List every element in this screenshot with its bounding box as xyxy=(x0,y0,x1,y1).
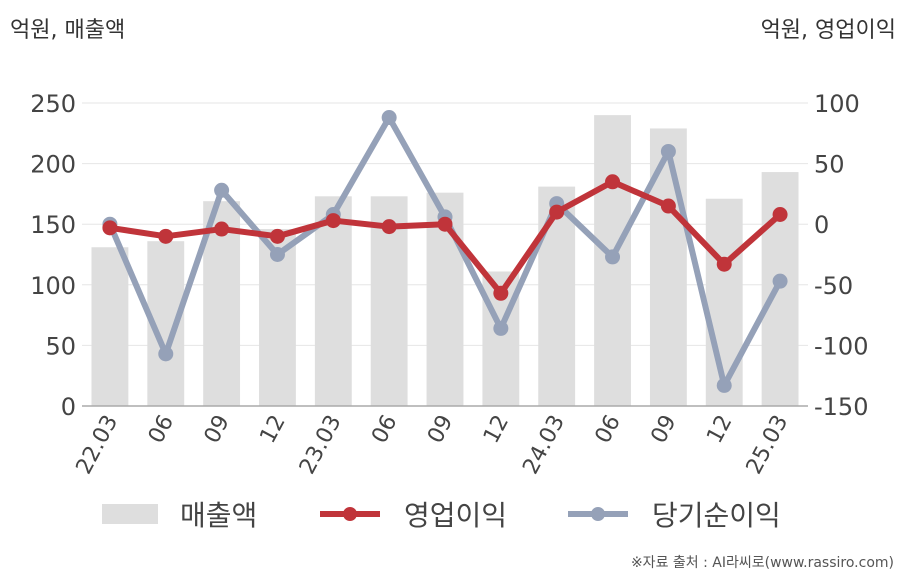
operating-profit-point xyxy=(660,198,676,214)
legend-swatch-line-red-icon xyxy=(320,507,380,521)
x-tick-label: 12 xyxy=(256,411,291,447)
net-income-point xyxy=(660,143,676,159)
right-tick-label: -50 xyxy=(814,272,853,300)
right-tick-label: 50 xyxy=(814,151,845,179)
operating-profit-point xyxy=(549,204,565,220)
sales-bar xyxy=(538,186,576,406)
net-income-point xyxy=(269,247,285,262)
legend-item-operating-profit: 영업이익 xyxy=(318,492,507,536)
legend: 매출액 영업이익 당기순이익 xyxy=(0,492,908,536)
operating-profit-point xyxy=(269,228,285,244)
right-tick-label: -150 xyxy=(814,393,868,421)
left-tick-label: 100 xyxy=(30,272,76,300)
x-tick-label: 09 xyxy=(200,411,235,447)
left-tick-label: 200 xyxy=(30,151,76,179)
sales-bar xyxy=(91,247,129,406)
operating-profit-point xyxy=(605,174,621,190)
legend-label-operating-profit: 영업이익 xyxy=(404,499,508,532)
operating-profit-point xyxy=(716,256,732,272)
net-income-point xyxy=(214,182,230,198)
right-tick-label: 100 xyxy=(814,90,860,118)
net-income-point xyxy=(772,273,788,289)
legend-item-sales: 매출액 xyxy=(102,492,257,536)
chart-plot: 0 50 100 150 200 250 -150 -100 -50 0 50 100 22.03 06 0… xyxy=(30,90,868,478)
legend-label-net-income: 당기순이익 xyxy=(652,499,781,532)
operating-profit-point xyxy=(102,220,118,236)
left-tick-label: 150 xyxy=(30,211,76,239)
net-income-point xyxy=(493,320,509,336)
operating-profit-point xyxy=(214,221,230,237)
x-tick-label: 22.03 xyxy=(72,411,124,478)
operating-profit-point xyxy=(325,213,341,229)
x-tick-label: 25.03 xyxy=(742,411,794,478)
left-tick-label: 0 xyxy=(61,393,76,421)
left-tick-label: 50 xyxy=(45,332,76,360)
net-income-point xyxy=(158,346,174,362)
right-axis-unit: 억원, 영업이익 xyxy=(760,18,896,43)
net-income-point xyxy=(605,249,621,265)
net-income-point xyxy=(381,110,397,126)
x-tick-label: 06 xyxy=(367,411,402,447)
net-income-point xyxy=(716,377,732,393)
left-axis-unit: 억원, 매출액 xyxy=(10,18,126,43)
legend-swatch-bar-icon xyxy=(102,504,158,524)
legend-label-sales: 매출액 xyxy=(180,499,258,532)
right-tick-label: -100 xyxy=(814,332,868,360)
sales-bar xyxy=(314,196,352,406)
operating-profit-point xyxy=(437,216,453,232)
x-tick-label: 09 xyxy=(646,411,681,447)
operating-profit-point xyxy=(158,228,174,244)
left-tick-label: 250 xyxy=(30,90,76,118)
right-tick-label: 0 xyxy=(814,211,829,239)
x-tick-label: 12 xyxy=(702,411,737,447)
operating-profit-point xyxy=(381,219,397,235)
source-credit: ※자료 출처 : AI라씨로(www.rassiro.com) xyxy=(630,555,894,571)
operating-profit-point xyxy=(772,207,788,223)
legend-item-net-income: 당기순이익 xyxy=(566,492,781,536)
x-tick-label: 06 xyxy=(144,411,179,447)
x-tick-label: 24.03 xyxy=(518,411,570,478)
sales-bar xyxy=(705,198,743,406)
x-tick-label: 06 xyxy=(591,411,626,447)
operating-profit-point xyxy=(493,285,509,301)
legend-swatch-line-gray-icon xyxy=(568,507,628,521)
x-tick-label: 12 xyxy=(479,411,514,447)
x-tick-label: 09 xyxy=(423,411,458,447)
x-tick-label: 23.03 xyxy=(295,411,347,478)
